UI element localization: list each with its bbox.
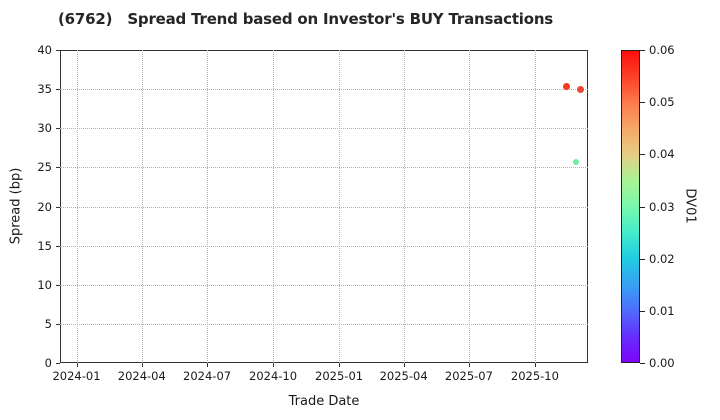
x-tick-label: 2025-07 xyxy=(444,369,493,383)
colorbar-gradient xyxy=(621,50,640,363)
x-tick-mark xyxy=(468,363,470,367)
y-tick-label: 20 xyxy=(37,199,52,214)
x-tick-label: 2025-01 xyxy=(315,369,364,383)
y-tick-label: 10 xyxy=(37,277,52,292)
colorbar-tick-label: 0.05 xyxy=(649,95,675,110)
x-axis-label: Trade Date xyxy=(288,394,360,409)
x-tick-label: 2025-10 xyxy=(510,369,559,383)
x-tick-label: 2024-07 xyxy=(183,369,232,383)
y-gridline xyxy=(60,284,588,286)
y-tick-label: 25 xyxy=(37,160,52,175)
x-tick-mark xyxy=(403,363,405,367)
y-gridline xyxy=(60,128,588,130)
y-tick-label: 0 xyxy=(44,356,52,370)
x-tick-mark xyxy=(273,363,275,367)
y-gridline xyxy=(60,89,588,91)
y-gridline xyxy=(60,206,588,208)
colorbar-label: DV01 xyxy=(682,188,698,224)
colorbar-tick-mark xyxy=(640,363,645,364)
x-tick-mark xyxy=(141,363,143,367)
x-tick-label: 2024-01 xyxy=(52,369,101,383)
colorbar-tick-mark xyxy=(640,310,645,312)
y-tick-mark xyxy=(55,167,60,169)
y-tick-label: 15 xyxy=(37,238,52,253)
y-tick-label: 40 xyxy=(37,43,52,57)
y-tick-mark xyxy=(55,206,60,208)
y-gridline xyxy=(60,245,588,247)
colorbar-tick-label: 0.06 xyxy=(649,43,675,57)
y-tick-mark xyxy=(55,323,60,325)
colorbar-tick-label: 0.02 xyxy=(649,251,675,266)
y-gridline xyxy=(60,323,588,325)
y-gridline xyxy=(60,167,588,169)
colorbar-tick-mark xyxy=(640,154,645,156)
colorbar-tick-mark xyxy=(640,50,645,51)
x-tick-label: 2024-10 xyxy=(249,369,298,383)
y-tick-mark xyxy=(55,50,60,51)
colorbar-tick-label: 0.04 xyxy=(649,147,675,162)
colorbar-tick-mark xyxy=(640,102,645,104)
x-tick-mark xyxy=(76,363,78,367)
y-tick-mark xyxy=(55,363,60,364)
y-tick-mark xyxy=(55,89,60,91)
colorbar-tick-mark xyxy=(640,206,645,208)
colorbar-tick-label: 0.03 xyxy=(649,199,675,214)
y-tick-label: 35 xyxy=(37,82,52,97)
data-point xyxy=(562,83,570,91)
y-tick-mark xyxy=(55,245,60,247)
data-point xyxy=(577,86,585,94)
y-tick-mark xyxy=(55,284,60,286)
colorbar-tick-label: 0.00 xyxy=(649,356,675,370)
y-tick-label: 30 xyxy=(37,121,52,136)
x-tick-mark xyxy=(207,363,209,367)
y-tick-mark xyxy=(55,128,60,130)
data-point xyxy=(572,158,579,165)
colorbar-tick-mark xyxy=(640,258,645,260)
x-tick-mark xyxy=(339,363,341,367)
x-tick-label: 2025-04 xyxy=(379,369,428,383)
chart-title: (6762) Spread Trend based on Investor's … xyxy=(58,10,554,28)
colorbar-tick-label: 0.01 xyxy=(649,303,675,318)
x-tick-mark xyxy=(534,363,536,367)
x-tick-label: 2024-04 xyxy=(117,369,166,383)
y-tick-label: 5 xyxy=(44,316,52,331)
